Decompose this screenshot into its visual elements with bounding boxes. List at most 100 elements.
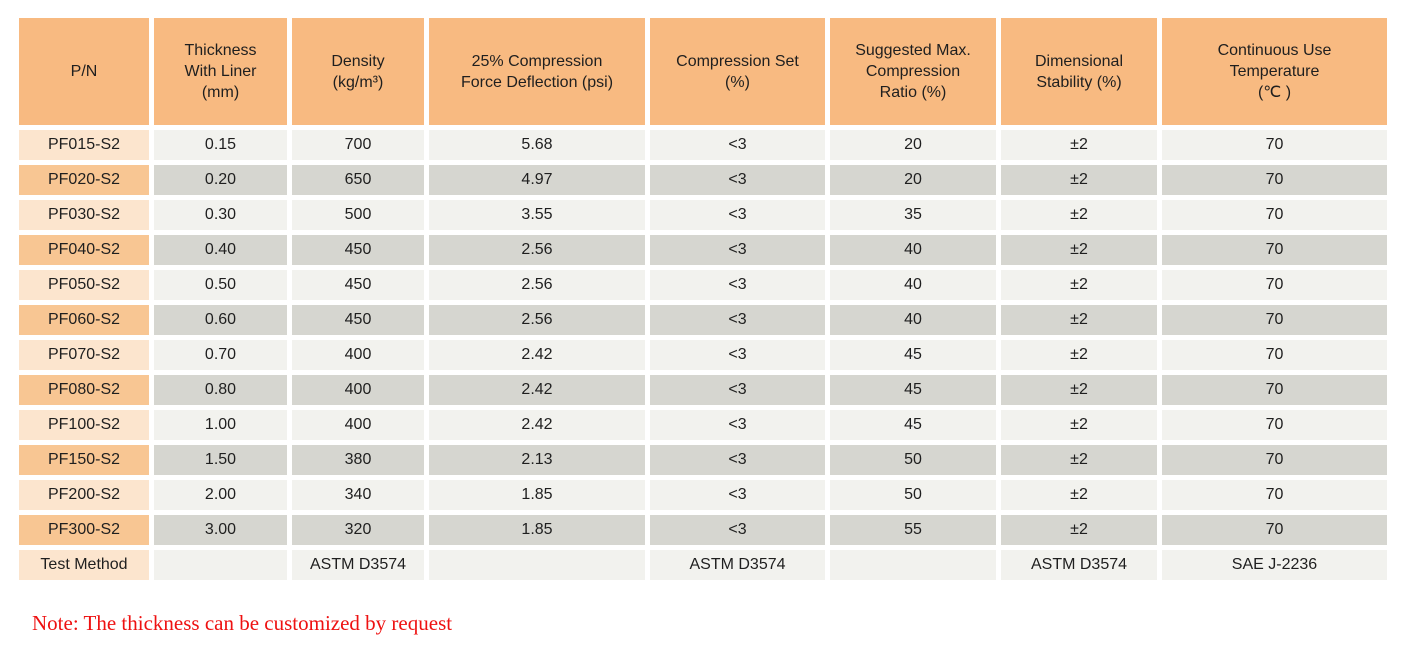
value-cell: ±2 — [1001, 165, 1157, 195]
pn-cell: PF200-S2 — [19, 480, 149, 510]
value-cell: 20 — [830, 130, 996, 160]
table-row: PF015-S2 0.15 700 5.68 <3 20 ±2 70 — [19, 130, 1387, 160]
value-cell — [429, 550, 645, 580]
pn-cell: PF060-S2 — [19, 305, 149, 335]
value-cell: 1.00 — [154, 410, 287, 440]
value-cell: 2.42 — [429, 375, 645, 405]
value-cell: 2.56 — [429, 305, 645, 335]
column-header-pn: P/N — [19, 18, 149, 125]
value-cell — [154, 550, 287, 580]
value-cell: ±2 — [1001, 270, 1157, 300]
test-method-row: Test Method ASTM D3574 ASTM D3574 ASTM D357… — [19, 550, 1387, 580]
column-header-compression-force-deflection: 25% Compression Force Deflection (psi) — [429, 18, 645, 125]
value-cell: 2.42 — [429, 410, 645, 440]
value-cell: 2.56 — [429, 235, 645, 265]
datasheet-page: P/N Thickness With Liner (mm) Density (k… — [14, 13, 1392, 635]
value-cell: ±2 — [1001, 375, 1157, 405]
value-cell: 50 — [830, 480, 996, 510]
value-cell: 70 — [1162, 480, 1387, 510]
value-cell: 400 — [292, 410, 424, 440]
value-cell: 3.55 — [429, 200, 645, 230]
spec-table-header: P/N Thickness With Liner (mm) Density (k… — [19, 18, 1387, 125]
table-row: PF080-S2 0.80 400 2.42 <3 45 ±2 70 — [19, 375, 1387, 405]
value-cell: 0.15 — [154, 130, 287, 160]
value-cell: ±2 — [1001, 235, 1157, 265]
spec-table: P/N Thickness With Liner (mm) Density (k… — [14, 13, 1392, 585]
value-cell: 1.85 — [429, 480, 645, 510]
column-header-max-compression-ratio: Suggested Max. Compression Ratio (%) — [830, 18, 996, 125]
note-text: Note: The thickness can be customized by… — [32, 611, 453, 635]
value-cell: <3 — [650, 200, 825, 230]
value-cell: <3 — [650, 515, 825, 545]
pn-cell: PF015-S2 — [19, 130, 149, 160]
value-cell: 40 — [830, 270, 996, 300]
value-cell: 0.60 — [154, 305, 287, 335]
value-cell: ±2 — [1001, 410, 1157, 440]
value-cell: 2.00 — [154, 480, 287, 510]
value-cell: ±2 — [1001, 340, 1157, 370]
value-cell: 0.70 — [154, 340, 287, 370]
value-cell: ±2 — [1001, 515, 1157, 545]
value-cell: 450 — [292, 270, 424, 300]
table-row: PF300-S2 3.00 320 1.85 <3 55 ±2 70 — [19, 515, 1387, 545]
value-cell: 40 — [830, 305, 996, 335]
table-row: PF030-S2 0.30 500 3.55 <3 35 ±2 70 — [19, 200, 1387, 230]
value-cell: <3 — [650, 375, 825, 405]
value-cell: ±2 — [1001, 305, 1157, 335]
table-row: PF100-S2 1.00 400 2.42 <3 45 ±2 70 — [19, 410, 1387, 440]
value-cell: <3 — [650, 165, 825, 195]
column-header-continuous-use-temperature: Continuous Use Temperature (℃ ) — [1162, 18, 1387, 125]
value-cell: 0.80 — [154, 375, 287, 405]
value-cell: 40 — [830, 235, 996, 265]
table-row: PF020-S2 0.20 650 4.97 <3 20 ±2 70 — [19, 165, 1387, 195]
value-cell: 650 — [292, 165, 424, 195]
value-cell: <3 — [650, 235, 825, 265]
value-cell: ±2 — [1001, 130, 1157, 160]
value-cell: 45 — [830, 340, 996, 370]
pn-cell: PF030-S2 — [19, 200, 149, 230]
table-row: PF150-S2 1.50 380 2.13 <3 50 ±2 70 — [19, 445, 1387, 475]
value-cell: 2.42 — [429, 340, 645, 370]
pn-cell: PF150-S2 — [19, 445, 149, 475]
value-cell: 0.50 — [154, 270, 287, 300]
value-cell: 450 — [292, 235, 424, 265]
value-cell: 400 — [292, 340, 424, 370]
value-cell — [830, 550, 996, 580]
column-header-density: Density (kg/m³) — [292, 18, 424, 125]
value-cell: 55 — [830, 515, 996, 545]
value-cell: 70 — [1162, 305, 1387, 335]
value-cell: <3 — [650, 270, 825, 300]
pn-cell: PF050-S2 — [19, 270, 149, 300]
value-cell: 70 — [1162, 165, 1387, 195]
value-cell: ±2 — [1001, 200, 1157, 230]
value-cell: 70 — [1162, 235, 1387, 265]
pn-cell: PF040-S2 — [19, 235, 149, 265]
value-cell: <3 — [650, 445, 825, 475]
table-row: PF200-S2 2.00 340 1.85 <3 50 ±2 70 — [19, 480, 1387, 510]
value-cell: ASTM D3574 — [650, 550, 825, 580]
pn-cell: PF100-S2 — [19, 410, 149, 440]
value-cell: 4.97 — [429, 165, 645, 195]
value-cell: 1.85 — [429, 515, 645, 545]
value-cell: 70 — [1162, 410, 1387, 440]
column-header-dimensional-stability: Dimensional Stability (%) — [1001, 18, 1157, 125]
value-cell: 320 — [292, 515, 424, 545]
value-cell: 70 — [1162, 445, 1387, 475]
value-cell: 500 — [292, 200, 424, 230]
value-cell: SAE J-2236 — [1162, 550, 1387, 580]
value-cell: 0.30 — [154, 200, 287, 230]
spec-table-body: PF015-S2 0.15 700 5.68 <3 20 ±2 70 PF020-S2 0.20 6… — [19, 130, 1387, 580]
value-cell: 400 — [292, 375, 424, 405]
value-cell: 70 — [1162, 375, 1387, 405]
value-cell: 70 — [1162, 515, 1387, 545]
value-cell: 70 — [1162, 130, 1387, 160]
value-cell: 70 — [1162, 270, 1387, 300]
column-header-thickness: Thickness With Liner (mm) — [154, 18, 287, 125]
table-row: PF060-S2 0.60 450 2.56 <3 40 ±2 70 — [19, 305, 1387, 335]
value-cell: 2.56 — [429, 270, 645, 300]
value-cell: 0.40 — [154, 235, 287, 265]
value-cell: 0.20 — [154, 165, 287, 195]
value-cell: ASTM D3574 — [1001, 550, 1157, 580]
value-cell: <3 — [650, 340, 825, 370]
header-row: P/N Thickness With Liner (mm) Density (k… — [19, 18, 1387, 125]
